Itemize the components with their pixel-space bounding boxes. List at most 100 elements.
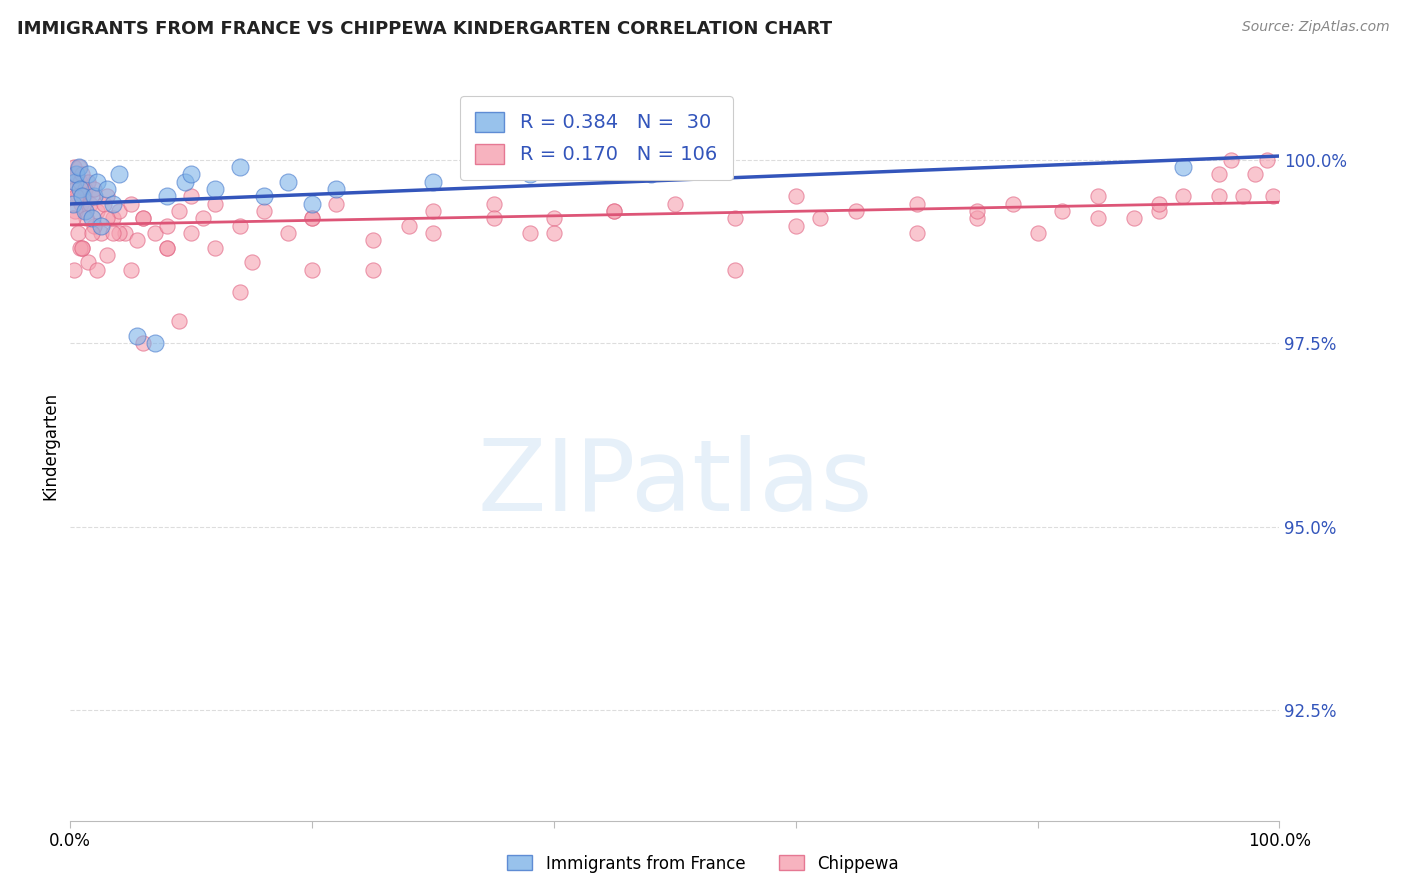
Point xyxy=(66,189,89,203)
Point xyxy=(1220,153,1243,167)
Point xyxy=(253,203,276,218)
Point xyxy=(253,189,276,203)
Point xyxy=(482,196,505,211)
Point xyxy=(664,196,686,211)
Point xyxy=(114,226,136,240)
Point xyxy=(72,189,94,203)
Point xyxy=(107,167,129,181)
Point xyxy=(63,262,86,277)
Point xyxy=(72,241,94,255)
Point xyxy=(543,211,565,226)
Point xyxy=(86,262,108,277)
Point xyxy=(101,196,124,211)
Point xyxy=(156,219,179,233)
Point xyxy=(422,203,444,218)
Point xyxy=(301,262,323,277)
Point xyxy=(1002,196,1025,211)
Point xyxy=(240,255,263,269)
Point xyxy=(132,211,155,226)
Point xyxy=(79,196,101,211)
Point xyxy=(785,189,807,203)
Text: Source: ZipAtlas.com: Source: ZipAtlas.com xyxy=(1241,20,1389,34)
Point xyxy=(69,175,91,189)
Point xyxy=(73,203,96,218)
Point xyxy=(70,196,93,211)
Point xyxy=(603,203,626,218)
Point xyxy=(167,314,190,328)
Point xyxy=(422,175,444,189)
Point xyxy=(301,211,323,226)
Point xyxy=(83,182,105,196)
Point xyxy=(143,226,166,240)
Point xyxy=(543,226,565,240)
Point xyxy=(132,336,155,351)
Point xyxy=(1123,211,1146,226)
Point xyxy=(905,196,928,211)
Point xyxy=(724,211,747,226)
Point xyxy=(65,167,87,181)
Legend: R = 0.384   N =  30, R = 0.170   N = 106: R = 0.384 N = 30, R = 0.170 N = 106 xyxy=(460,96,733,180)
Point xyxy=(72,167,94,181)
Point xyxy=(361,262,384,277)
Point xyxy=(75,211,97,226)
Point xyxy=(301,196,323,211)
Point xyxy=(905,226,928,240)
Point xyxy=(1244,167,1267,181)
Point xyxy=(156,241,179,255)
Point xyxy=(67,160,90,174)
Point xyxy=(1147,196,1170,211)
Point xyxy=(519,167,541,181)
Point xyxy=(63,175,86,189)
Point xyxy=(180,167,202,181)
Point xyxy=(80,189,103,203)
Point xyxy=(77,175,100,189)
Point xyxy=(1256,153,1278,167)
Legend: Immigrants from France, Chippewa: Immigrants from France, Chippewa xyxy=(501,848,905,880)
Point xyxy=(67,160,90,174)
Point xyxy=(65,189,87,203)
Point xyxy=(73,182,96,196)
Point xyxy=(603,203,626,218)
Point xyxy=(83,189,105,203)
Point xyxy=(120,196,142,211)
Point xyxy=(96,211,118,226)
Point xyxy=(63,160,86,174)
Point xyxy=(66,226,89,240)
Point xyxy=(96,189,118,203)
Point xyxy=(277,175,299,189)
Point xyxy=(80,226,103,240)
Point xyxy=(75,203,97,218)
Point xyxy=(277,226,299,240)
Point xyxy=(63,182,86,196)
Point xyxy=(325,196,347,211)
Point xyxy=(101,226,124,240)
Point xyxy=(1171,160,1194,174)
Point xyxy=(228,160,250,174)
Point xyxy=(86,175,108,189)
Text: ZIPatlas: ZIPatlas xyxy=(477,435,873,532)
Point xyxy=(80,211,103,226)
Point xyxy=(90,226,111,240)
Point xyxy=(167,203,190,218)
Point xyxy=(1087,211,1109,226)
Point xyxy=(1208,167,1230,181)
Point xyxy=(90,219,111,233)
Point xyxy=(143,336,166,351)
Point xyxy=(1263,189,1285,203)
Point xyxy=(174,175,197,189)
Point xyxy=(120,262,142,277)
Point xyxy=(86,203,108,218)
Point xyxy=(1208,189,1230,203)
Point xyxy=(845,203,868,218)
Text: IMMIGRANTS FROM FRANCE VS CHIPPEWA KINDERGARTEN CORRELATION CHART: IMMIGRANTS FROM FRANCE VS CHIPPEWA KINDE… xyxy=(17,20,832,37)
Point xyxy=(204,182,226,196)
Point xyxy=(83,219,105,233)
Point xyxy=(96,248,118,262)
Point xyxy=(62,175,84,189)
Point xyxy=(62,196,84,211)
Point xyxy=(204,241,226,255)
Point xyxy=(156,241,179,255)
Y-axis label: Kindergarten: Kindergarten xyxy=(41,392,59,500)
Point xyxy=(180,189,202,203)
Point xyxy=(724,262,747,277)
